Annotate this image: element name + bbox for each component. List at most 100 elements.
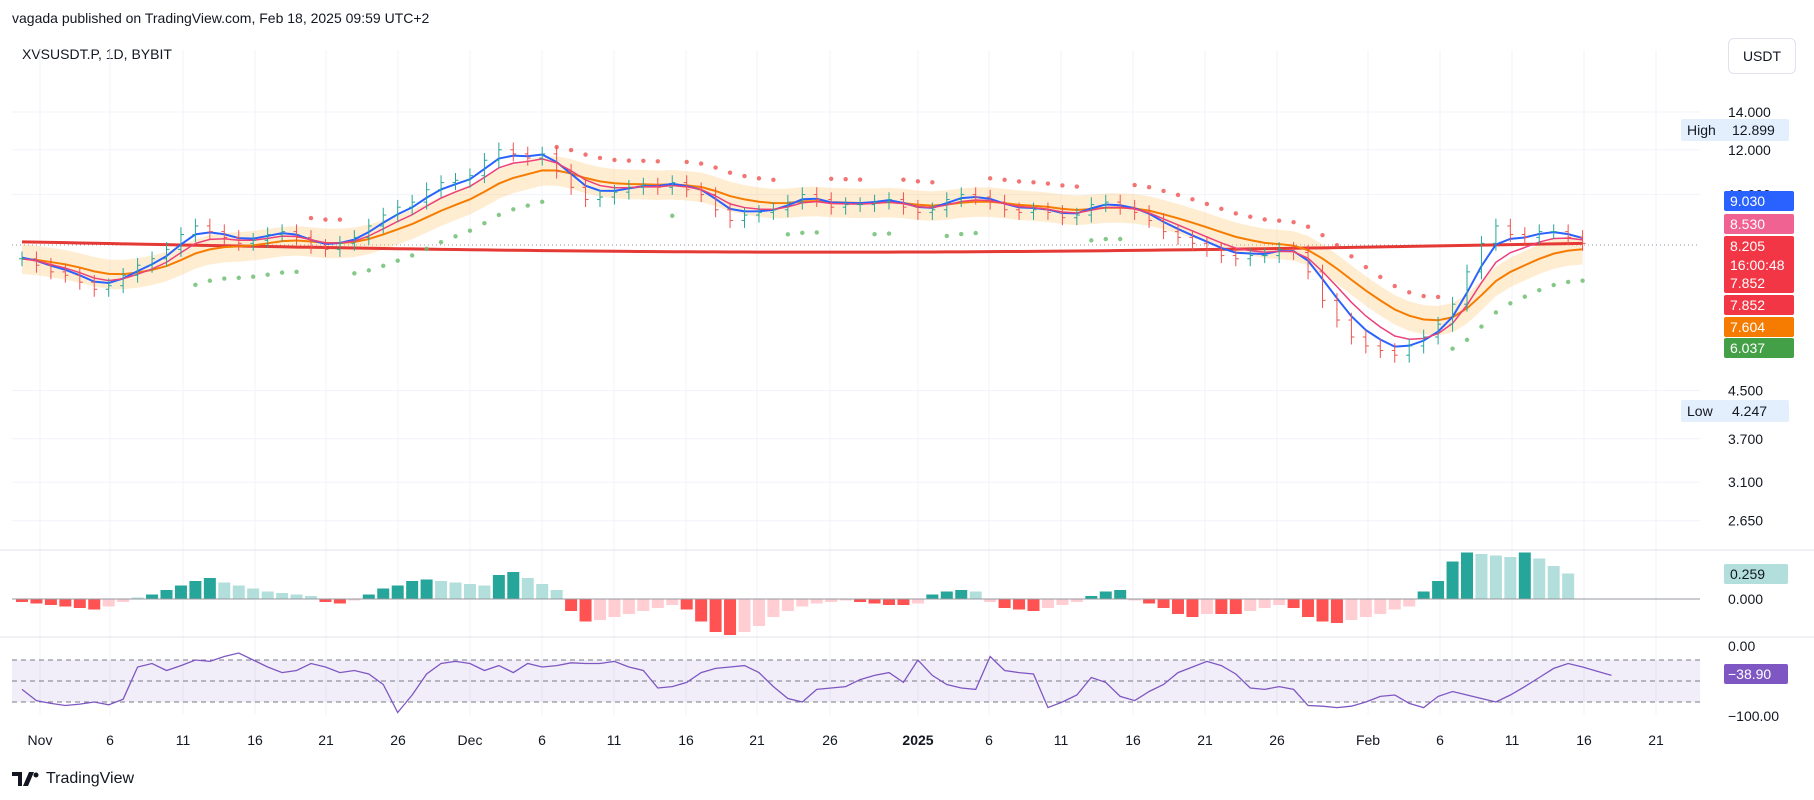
- sar-dot: [1551, 282, 1556, 288]
- macd-bar: [362, 594, 375, 599]
- macd-zero-label: 0.000: [1728, 591, 1763, 607]
- time-tick-label: 21: [1648, 732, 1664, 748]
- sar-dot: [1190, 197, 1195, 202]
- macd-bar: [579, 599, 592, 622]
- sar-dot: [467, 228, 473, 233]
- sar-dot: [1580, 278, 1585, 283]
- sar-dot: [525, 203, 530, 208]
- macd-bar: [550, 590, 563, 599]
- macd-bar: [1446, 561, 1459, 599]
- macd-bar: [940, 591, 953, 599]
- time-tick-label: Dec: [458, 732, 483, 748]
- macd-bar: [492, 575, 505, 599]
- macd-bar: [1070, 599, 1083, 602]
- macd-bar: [276, 593, 289, 599]
- sar-dot: [1262, 217, 1267, 222]
- time-tick-label: 11: [1505, 732, 1520, 748]
- sar-dot: [1074, 184, 1080, 189]
- sar-dot: [1118, 236, 1123, 242]
- price-tick-label: 3.100: [1728, 474, 1763, 490]
- macd-value-tag: 0.259: [1724, 564, 1788, 584]
- macd-bar: [88, 599, 101, 610]
- macd-bar: [854, 599, 867, 602]
- time-tick-label: 21: [749, 732, 765, 748]
- macd-bar: [131, 597, 144, 599]
- macd-bar: [883, 599, 895, 605]
- price-tag-bg: [1724, 273, 1794, 293]
- sar-dot: [829, 176, 834, 181]
- symbol-legend[interactable]: XVSUSDT.P, 1D, BYBIT: [22, 46, 172, 62]
- sar-dot: [843, 177, 848, 182]
- sar-dot: [1219, 206, 1224, 212]
- sar-dot: [987, 176, 993, 181]
- currency-button[interactable]: USDT: [1728, 38, 1796, 74]
- macd-bar: [1562, 573, 1575, 599]
- macd-bar: [1200, 599, 1213, 614]
- price-tick-label: 14.000: [1728, 104, 1771, 120]
- time-tick-label: 16: [1576, 732, 1592, 748]
- macd-bar: [810, 599, 823, 604]
- macd-bar: [709, 599, 722, 632]
- sar-dot: [800, 230, 805, 236]
- sar-dot: [756, 176, 762, 181]
- macd-bar: [59, 599, 72, 607]
- high-marker-label: High: [1687, 122, 1716, 138]
- macd-bar: [1374, 599, 1387, 614]
- tradingview-logo[interactable]: TradingView: [12, 770, 134, 788]
- macd-bar: [1330, 599, 1343, 623]
- macd-bar: [1143, 599, 1156, 604]
- price-tag: 8.205 16:00:48: [1724, 236, 1794, 276]
- macd-bar: [1461, 552, 1473, 599]
- sar-dot: [655, 159, 660, 164]
- macd-bar: [377, 588, 390, 599]
- macd-bar: [247, 588, 260, 599]
- macd-bar: [44, 599, 57, 605]
- sar-dot: [1537, 287, 1542, 293]
- price-tag: 7.852: [1724, 273, 1794, 293]
- macd-bar: [160, 590, 173, 599]
- price-tag-bg: [1724, 317, 1794, 337]
- sar-dot: [814, 230, 819, 235]
- sar-dot: [713, 165, 718, 170]
- macd-bar: [1475, 554, 1488, 599]
- macd-bar: [1403, 599, 1416, 607]
- price-tag-bg: [1724, 295, 1794, 315]
- time-tick-label: 26: [390, 732, 406, 748]
- macd-bar: [1215, 599, 1228, 614]
- grid: [12, 50, 1700, 715]
- macd-value-text: 0.259: [1730, 566, 1765, 582]
- sar-dot: [1565, 279, 1571, 285]
- macd-bar: [1287, 599, 1300, 608]
- macd-bar: [1258, 599, 1271, 608]
- sar-dot: [381, 263, 386, 269]
- low-marker-bg: [1681, 400, 1789, 422]
- price-tag-value: 9.030: [1730, 193, 1765, 209]
- macd-bar: [984, 599, 997, 602]
- macd-bar: [435, 581, 448, 599]
- sma-long: [21, 240, 1583, 254]
- macd-bar: [333, 599, 346, 604]
- macd-bar: [1172, 599, 1184, 614]
- sar-dot: [1045, 181, 1051, 186]
- macd-bar: [1316, 599, 1329, 622]
- sar-dot: [1146, 185, 1152, 190]
- sar-dot: [1392, 283, 1397, 289]
- price-tag-bg: [1724, 191, 1794, 211]
- sar-dot: [872, 232, 877, 237]
- macd-bar: [680, 599, 693, 610]
- sar-dot: [597, 155, 603, 161]
- sar-dot: [915, 179, 921, 184]
- macd-bar: [420, 579, 433, 599]
- macd-bar: [406, 581, 419, 599]
- sar-dot: [959, 231, 964, 237]
- osc-tick-label: −100.00: [1728, 708, 1779, 724]
- macd-bar: [478, 585, 491, 599]
- macd-bar: [565, 599, 578, 611]
- time-tick-label: 21: [1197, 732, 1213, 748]
- sar-dot: [540, 199, 545, 204]
- macd-bar: [261, 591, 274, 599]
- macd-bar: [189, 581, 202, 599]
- osc-tick-label: 0.00: [1728, 638, 1755, 654]
- sar-dot: [1002, 177, 1007, 182]
